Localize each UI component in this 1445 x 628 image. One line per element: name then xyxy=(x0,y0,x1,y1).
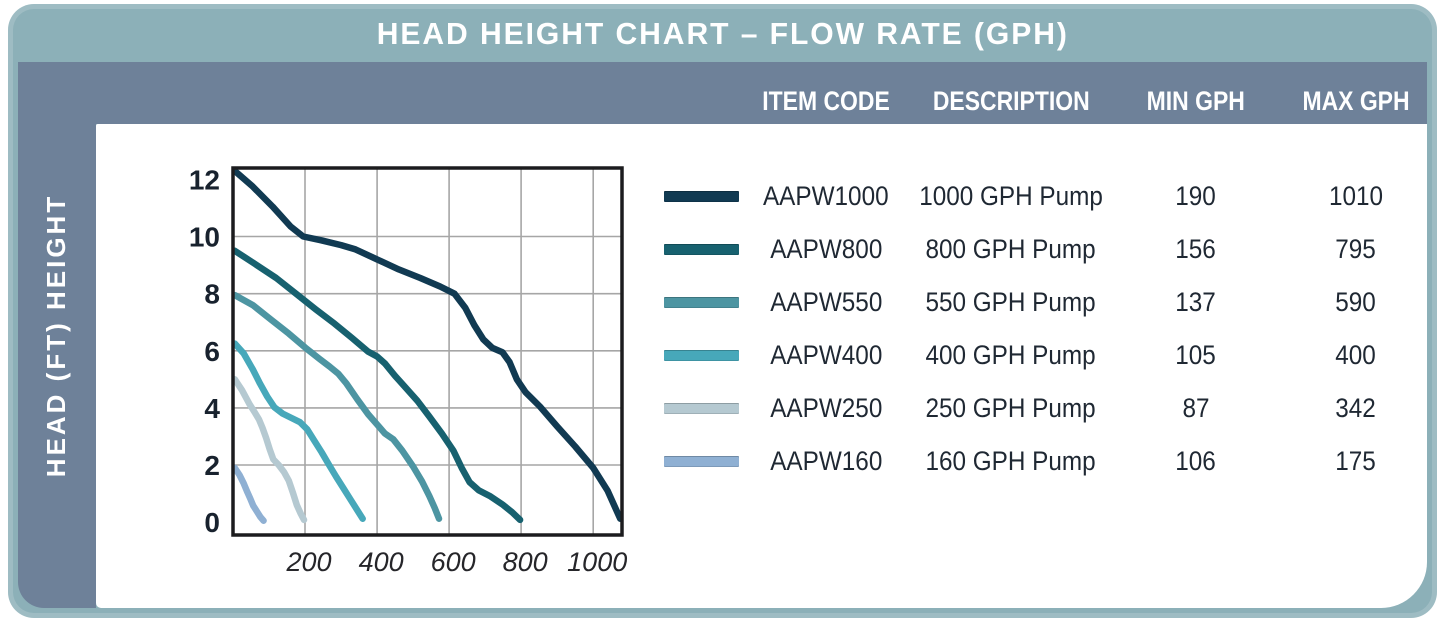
column-header-min-gph: MIN GPH xyxy=(1146,85,1246,116)
max-gph-cell: 590 xyxy=(1335,287,1377,317)
description-cell: 400 GPH Pump xyxy=(925,340,1097,370)
max-gph-cell: 795 xyxy=(1335,234,1377,264)
description-cell: 550 GPH Pump xyxy=(925,287,1097,317)
series-color-swatch xyxy=(663,403,739,414)
table-row: AAPW550 550 GPH Pump 137 590 xyxy=(656,276,1436,329)
x-tick-label: 1000 xyxy=(567,547,627,577)
series-color-swatch xyxy=(663,456,739,467)
pump-curve-aapw400 xyxy=(231,340,366,522)
pump-curve-aapw800 xyxy=(231,247,524,524)
chart-area: 0 2 4 6 8 10 12 200 400 600 800 1000 xyxy=(188,142,688,587)
column-header-max-gph: MAX GPH xyxy=(1302,85,1410,116)
pump-curve-aapw160 xyxy=(231,464,267,524)
description-cell: 800 GPH Pump xyxy=(925,234,1097,264)
plot-border xyxy=(231,166,624,537)
pump-curves-svg: 0 2 4 6 8 10 12 200 400 600 800 1000 xyxy=(189,164,627,577)
y-tick-label: 8 xyxy=(204,279,220,310)
table-header-band xyxy=(18,62,1427,124)
y-tick-label: 6 xyxy=(204,336,220,367)
table-row: AAPW800 800 GPH Pump 156 795 xyxy=(656,223,1436,276)
item-code-cell: AAPW1000 xyxy=(763,181,889,211)
y-axis-label-wrap: HEAD (FT) HEIGHT xyxy=(18,62,96,608)
min-gph-cell: 137 xyxy=(1175,287,1217,317)
max-gph-cell: 342 xyxy=(1335,393,1377,423)
column-header-description: DESCRIPTION xyxy=(932,85,1090,116)
min-gph-cell: 190 xyxy=(1175,181,1217,211)
item-code-cell: AAPW250 xyxy=(769,393,883,423)
item-code-cell: AAPW160 xyxy=(769,446,883,476)
item-code-cell: AAPW550 xyxy=(769,287,883,317)
x-tick-label: 200 xyxy=(285,547,331,577)
min-gph-cell: 106 xyxy=(1175,446,1217,476)
description-cell: 160 GPH Pump xyxy=(925,446,1097,476)
description-cell: 250 GPH Pump xyxy=(925,393,1097,423)
min-gph-cell: 87 xyxy=(1182,393,1210,423)
table-row: AAPW400 400 GPH Pump 105 400 xyxy=(656,329,1436,382)
column-header-item-code: ITEM CODE xyxy=(762,85,890,116)
x-tick-label: 600 xyxy=(431,547,476,577)
series-color-swatch xyxy=(663,297,739,308)
series-color-swatch xyxy=(663,244,739,255)
max-gph-cell: 400 xyxy=(1335,340,1377,370)
y-tick-label: 2 xyxy=(204,450,220,481)
min-gph-cell: 105 xyxy=(1175,340,1217,370)
y-tick-label: 12 xyxy=(189,164,220,195)
y-tick-label: 0 xyxy=(204,507,220,538)
x-tick-label: 400 xyxy=(359,547,404,577)
y-axis-sidebar xyxy=(18,62,96,608)
page-title: HEAD HEIGHT CHART – FLOW RATE (GPH) xyxy=(376,16,1069,51)
pump-table-body: AAPW1000 1000 GPH Pump 190 1010 AAPW800 … xyxy=(656,170,1436,488)
table-row: AAPW1000 1000 GPH Pump 190 1010 xyxy=(656,170,1436,223)
table-header-row: ITEM CODE DESCRIPTION MIN GPH MAX GPH xyxy=(656,62,1436,124)
x-tick-label: 800 xyxy=(503,547,548,577)
pump-curve-aapw250 xyxy=(231,376,308,524)
table-row: AAPW160 160 GPH Pump 106 175 xyxy=(656,435,1436,488)
y-axis-label: HEAD (FT) HEIGHT xyxy=(41,193,72,477)
item-code-cell: AAPW800 xyxy=(769,234,883,264)
item-code-cell: AAPW400 xyxy=(769,340,883,370)
title-bar: HEAD HEIGHT CHART – FLOW RATE (GPH) xyxy=(8,4,1437,64)
series-color-swatch xyxy=(663,350,739,361)
y-tick-label: 4 xyxy=(204,393,220,424)
y-tick-label: 10 xyxy=(189,222,220,253)
pump-curve-aapw550 xyxy=(231,291,443,522)
content-panel xyxy=(96,124,1427,608)
description-cell: 1000 GPH Pump xyxy=(919,181,1103,211)
max-gph-cell: 1010 xyxy=(1328,181,1384,211)
max-gph-cell: 175 xyxy=(1335,446,1377,476)
min-gph-cell: 156 xyxy=(1175,234,1217,264)
chart-card-frame: HEAD HEIGHT CHART – FLOW RATE (GPH) HEAD… xyxy=(8,4,1437,618)
pump-curve-aapw1000 xyxy=(231,167,624,522)
table-row: AAPW250 250 GPH Pump 87 342 xyxy=(656,382,1436,435)
series-color-swatch xyxy=(663,191,739,202)
